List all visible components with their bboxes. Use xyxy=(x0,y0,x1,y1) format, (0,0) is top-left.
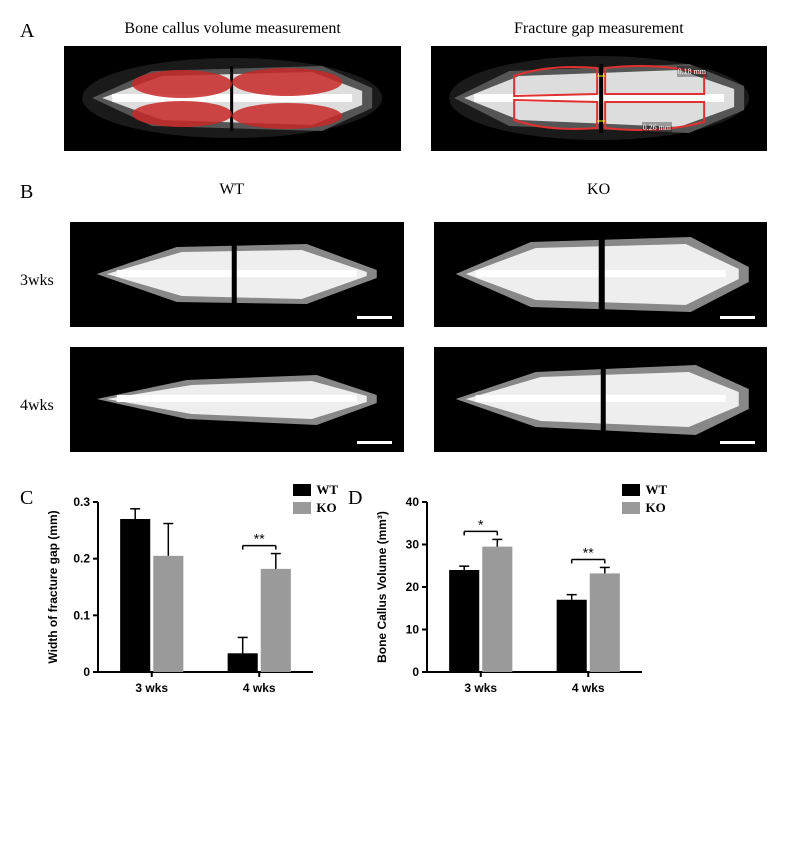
svg-text:0.1: 0.1 xyxy=(74,608,91,622)
charts-row: C 0 0.1 0.2 0.3 Width of fracture gap (mm) 3 … xyxy=(20,482,767,712)
panel-b-4wks-row: 4wks xyxy=(20,347,767,452)
panel-b-4wks-images xyxy=(70,347,767,452)
svg-text:0: 0 xyxy=(413,665,420,679)
ct-ko-4wks xyxy=(434,347,768,452)
panel-d-label: D xyxy=(348,482,372,510)
panel-a-row: A Bone callus volume measurement Fractu xyxy=(20,20,767,151)
panel-b-col-titles: WT KO xyxy=(63,181,767,207)
legend-swatch-ko xyxy=(293,502,311,514)
ct-wt-3wks xyxy=(70,222,404,327)
bone-svg-a-left xyxy=(64,46,400,151)
ct-image-callus-volume xyxy=(64,46,400,151)
gap-measure-top: 0.18 mm xyxy=(677,66,707,77)
bone-svg-a-right xyxy=(431,46,767,151)
panel-c-label: C xyxy=(20,482,43,510)
legend-ko-label: KO xyxy=(316,500,336,516)
svg-text:**: ** xyxy=(254,531,265,547)
chart-d: 0 10 20 30 40 Bone Callus Volume (mm³) 3 wks 4 … xyxy=(372,482,652,712)
bone-svg-ko4 xyxy=(434,347,768,452)
panel-a-right-col: Fracture gap measurement 0.18 mm 0.26 xyxy=(431,20,767,151)
svg-text:Width of fracture gap (mm): Width of fracture gap (mm) xyxy=(46,510,60,663)
bone-svg-wt4 xyxy=(70,347,404,452)
svg-text:0.2: 0.2 xyxy=(74,552,91,566)
svg-text:4 wks: 4 wks xyxy=(243,681,276,695)
legend-item-wt: WT xyxy=(293,482,338,498)
svg-text:0: 0 xyxy=(84,665,91,679)
ct-wt-4wks xyxy=(70,347,404,452)
panel-a-left-title: Bone callus volume measurement xyxy=(64,20,400,38)
legend-item-ko: KO xyxy=(622,500,667,516)
legend-item-ko: KO xyxy=(293,500,338,516)
svg-text:10: 10 xyxy=(406,623,420,637)
legend-swatch-ko xyxy=(622,502,640,514)
svg-text:30: 30 xyxy=(406,538,420,552)
svg-text:4 wks: 4 wks xyxy=(572,681,605,695)
legend-d: WT KO xyxy=(622,482,667,518)
svg-text:3 wks: 3 wks xyxy=(136,681,169,695)
ct-ko-3wks xyxy=(434,222,768,327)
svg-text:Bone Callus Volume (mm³): Bone Callus Volume (mm³) xyxy=(375,511,389,663)
panel-b-ko-title: KO xyxy=(430,181,767,199)
scale-bar xyxy=(720,441,755,444)
svg-text:40: 40 xyxy=(406,495,420,509)
legend-item-wt: WT xyxy=(622,482,667,498)
legend-swatch-wt xyxy=(293,484,311,496)
svg-text:*: * xyxy=(478,516,484,532)
svg-text:20: 20 xyxy=(406,580,420,594)
legend-ko-label: KO xyxy=(645,500,665,516)
svg-text:**: ** xyxy=(583,544,594,560)
scale-bar xyxy=(720,316,755,319)
bone-svg-wt3 xyxy=(70,222,404,327)
svg-text:0.3: 0.3 xyxy=(74,495,91,509)
scale-bar xyxy=(357,316,392,319)
legend-wt-label: WT xyxy=(316,482,338,498)
legend-wt-label: WT xyxy=(645,482,667,498)
panel-b-3wks-row: 3wks xyxy=(20,222,767,327)
panel-b-4wks-label: 4wks xyxy=(20,347,70,415)
chart-c: 0 0.1 0.2 0.3 Width of fracture gap (mm) 3 wk… xyxy=(43,482,323,712)
gap-measure-bottom: 0.26 mm xyxy=(642,122,672,133)
panel-b-3wks-images xyxy=(70,222,767,327)
panel-b-3wks-label: 3wks xyxy=(20,222,70,290)
panel-a-right-title: Fracture gap measurement xyxy=(431,20,767,38)
scale-bar xyxy=(357,441,392,444)
panel-a-left-col: Bone callus volume measurement xyxy=(64,20,400,151)
svg-text:3 wks: 3 wks xyxy=(465,681,498,695)
legend-c: WT KO xyxy=(293,482,338,518)
panel-b-wt-title: WT xyxy=(63,181,400,199)
ct-image-fracture-gap: 0.18 mm 0.26 mm xyxy=(431,46,767,151)
bone-svg-ko3 xyxy=(434,222,768,327)
panel-b-header: B WT KO xyxy=(20,181,767,207)
panel-a-images: Bone callus volume measurement Fracture … xyxy=(64,20,767,151)
panel-b-label: B xyxy=(20,181,33,204)
legend-swatch-wt xyxy=(622,484,640,496)
panel-a-label: A xyxy=(20,20,34,43)
